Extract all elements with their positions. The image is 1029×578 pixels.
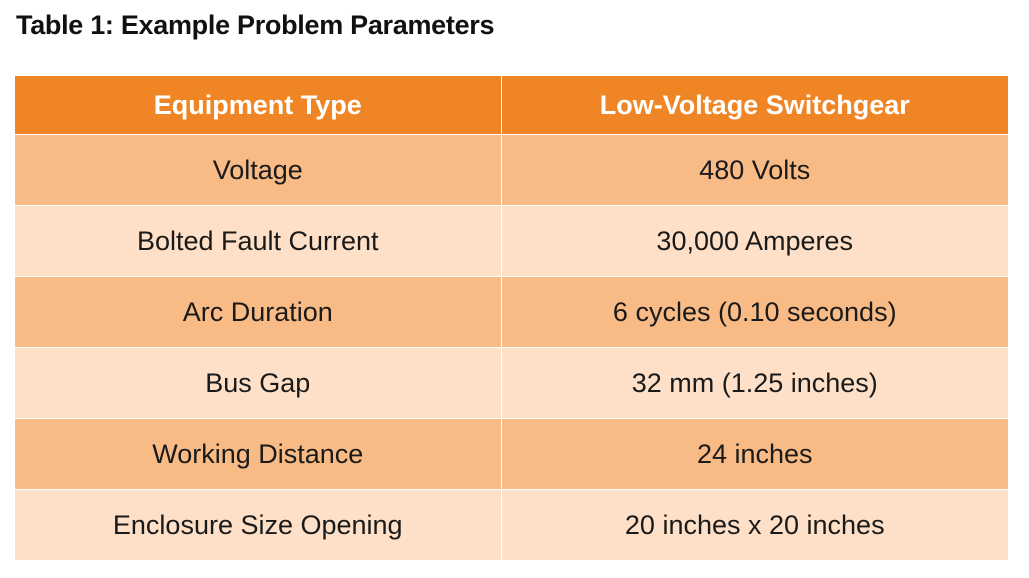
parameter-value: 24 inches (501, 418, 1008, 490)
table-row: Enclosure Size Opening 20 inches x 20 in… (15, 489, 1008, 560)
parameter-value: 32 mm (1.25 inches) (501, 347, 1008, 419)
table-row: Voltage 480 Volts (15, 134, 1008, 206)
parameters-table: Equipment Type Low-Voltage Switchgear Vo… (15, 76, 1008, 560)
parameter-name: Enclosure Size Opening (15, 489, 502, 560)
table-row: Arc Duration 6 cycles (0.10 seconds) (15, 276, 1008, 348)
page-title: Table 1: Example Problem Parameters (16, 10, 495, 40)
table-row: Working Distance 24 inches (15, 418, 1008, 490)
parameter-value: 6 cycles (0.10 seconds) (501, 276, 1008, 348)
parameter-value: 20 inches x 20 inches (501, 489, 1008, 560)
parameter-name: Bus Gap (15, 347, 502, 419)
column-header-equipment-type: Equipment Type (15, 76, 502, 135)
parameter-name: Working Distance (15, 418, 502, 490)
table-row: Bolted Fault Current 30,000 Amperes (15, 205, 1008, 277)
table-header-row: Equipment Type Low-Voltage Switchgear (15, 76, 1008, 135)
parameter-name: Voltage (15, 134, 502, 206)
parameter-value: 480 Volts (501, 134, 1008, 206)
column-header-low-voltage-switchgear: Low-Voltage Switchgear (501, 76, 1008, 135)
parameter-name: Bolted Fault Current (15, 205, 502, 277)
parameter-value: 30,000 Amperes (501, 205, 1008, 277)
table-row: Bus Gap 32 mm (1.25 inches) (15, 347, 1008, 419)
parameter-name: Arc Duration (15, 276, 502, 348)
